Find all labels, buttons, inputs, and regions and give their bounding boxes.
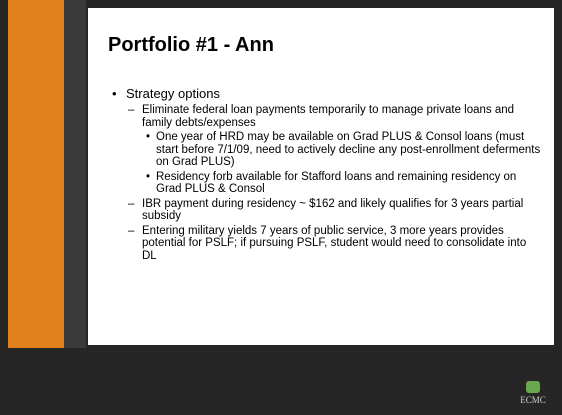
bullet-level-1: Strategy options (112, 86, 542, 101)
orange-bar (8, 0, 64, 348)
bullet-level-2: IBR payment during residency ~ $162 and … (112, 198, 542, 223)
logo-mark (526, 381, 540, 393)
content-panel: Portfolio #1 - Ann Strategy options Elimi… (88, 8, 554, 345)
bullet-level-3: One year of HRD may be available on Grad… (112, 131, 542, 169)
bullet-level-3: Residency forb available for Stafford lo… (112, 171, 542, 196)
bullet-list: Strategy options Eliminate federal loan p… (112, 86, 542, 264)
bullet-level-2: Eliminate federal loan payments temporar… (112, 104, 542, 129)
bullet-level-2: Entering military yields 7 years of publ… (112, 225, 542, 263)
logo: ECMC (516, 381, 550, 405)
slide-title: Portfolio #1 - Ann (108, 34, 274, 56)
logo-text: ECMC (520, 395, 546, 405)
side-strip (64, 0, 86, 348)
